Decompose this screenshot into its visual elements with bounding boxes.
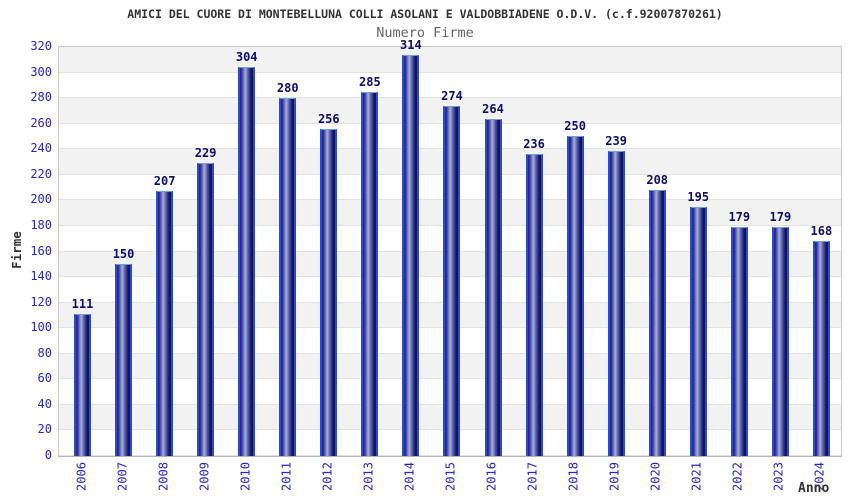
y-tick-label: 20: [37, 422, 52, 437]
bar-value-label: 250: [564, 119, 586, 134]
bar-value-label: 195: [687, 189, 710, 204]
bar-2010: [238, 67, 256, 456]
y-tick-label: 320: [30, 39, 52, 53]
y-tick-label: 180: [30, 217, 52, 232]
x-tick-label: 2022: [730, 462, 745, 491]
x-tick-label: 2017: [525, 462, 540, 491]
bar-2008: [156, 191, 174, 456]
y-tick-label: 140: [30, 269, 52, 284]
y-tick-label: 100: [30, 320, 52, 335]
y-tick-label: 80: [37, 345, 52, 360]
bar-2015: [443, 105, 461, 456]
x-tick-label: 2019: [607, 462, 622, 491]
bar-value-label: 111: [71, 297, 94, 312]
bar-2017: [525, 154, 543, 456]
y-tick-label: 40: [37, 396, 52, 411]
bar-value-label: 285: [359, 74, 381, 89]
bar-value-label: 179: [728, 210, 751, 225]
x-tick-label: 2015: [443, 462, 458, 491]
chart-title: AMICI DEL CUORE DI MONTEBELLUNA COLLI AS…: [127, 7, 723, 21]
bar-2020: [648, 190, 666, 456]
bar-value-label: 274: [441, 88, 463, 103]
bar-value-label: 304: [235, 50, 258, 65]
bar-2018: [566, 136, 584, 456]
y-tick-label: 0: [44, 448, 52, 462]
chart-subtitle: Numero Firme: [376, 25, 474, 41]
x-tick-label: 2006: [74, 462, 88, 491]
bar-2021: [689, 206, 707, 456]
x-axis-title: Anno: [798, 481, 830, 496]
bar-2009: [197, 163, 215, 456]
bar-2016: [484, 118, 502, 456]
plot-area: 111 150 207 229 304 280 256 285 314 274 264 236 250 2…: [58, 38, 842, 457]
x-tick-label: 2011: [279, 462, 294, 491]
bar-2023: [771, 227, 789, 456]
bar-value-label: 150: [112, 247, 135, 262]
x-tick-label: 2018: [566, 462, 581, 491]
y-tick-label: 120: [30, 294, 52, 309]
bar-2011: [279, 98, 297, 456]
bar-value-label: 256: [317, 111, 340, 126]
x-tick-label: 2009: [197, 462, 212, 491]
y-tick-label: 200: [30, 192, 52, 207]
bar-value-label: 236: [523, 137, 545, 152]
bar-2007: [115, 264, 133, 456]
grid-band: [59, 72, 841, 99]
y-tick-label: 60: [37, 371, 52, 386]
x-tick-label: 2016: [484, 462, 499, 491]
bar-value-label: 207: [153, 174, 176, 189]
y-tick-label: 220: [30, 166, 52, 181]
bar-2022: [730, 227, 748, 456]
x-tick-label: 2010: [238, 462, 253, 491]
x-tick-label: 2013: [361, 462, 376, 491]
bar-2012: [320, 128, 338, 456]
bar-value-label: 208: [646, 173, 669, 188]
bar-2006: [74, 314, 91, 456]
x-tick-label: 2014: [402, 462, 417, 491]
grid-band: [59, 47, 841, 73]
bar-2019: [607, 150, 625, 456]
x-tick-label: 2020: [648, 462, 663, 491]
y-tick-label: 260: [30, 115, 52, 130]
bar-2024: [812, 241, 830, 456]
y-tick-label: 160: [30, 243, 52, 258]
y-tick-label: 280: [30, 90, 52, 105]
bar-2013: [361, 91, 379, 456]
bar-value-label: 264: [482, 101, 504, 116]
bar-value-label: 239: [605, 133, 627, 148]
bar-value-label: 179: [769, 210, 792, 225]
y-tick-label: 240: [30, 141, 52, 156]
bar-value-label: 229: [194, 146, 217, 161]
bar-value-label: 168: [810, 224, 833, 239]
bar-value-label: 280: [276, 81, 299, 96]
x-tick-label: 2012: [320, 462, 335, 491]
y-tick-label: 300: [30, 64, 52, 79]
x-tick-label: 2023: [771, 462, 786, 491]
x-tick-label: 2021: [689, 462, 704, 491]
bar-2014: [402, 54, 420, 456]
bar-value-label: 314: [400, 37, 422, 52]
x-tick-label: 2007: [115, 462, 130, 491]
x-tick-label: 2008: [156, 462, 171, 491]
